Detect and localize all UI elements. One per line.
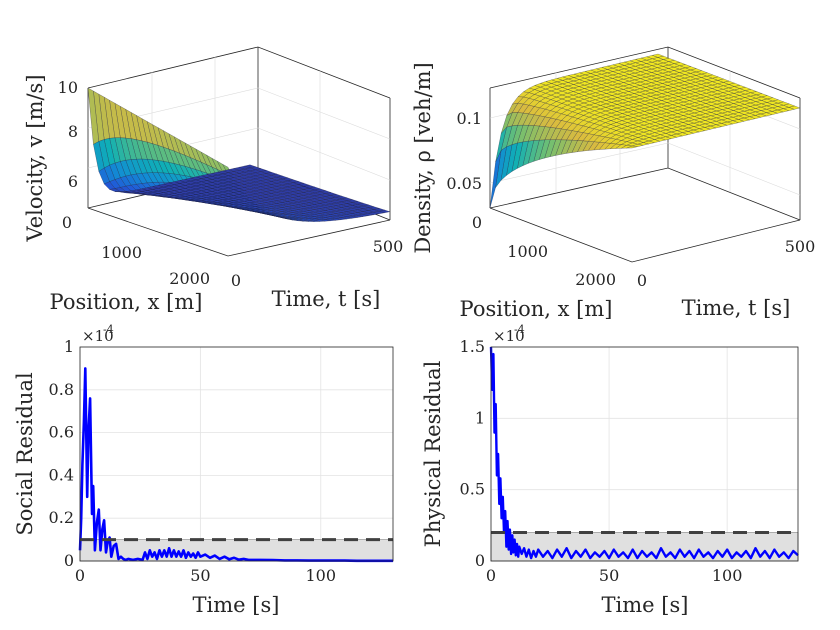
social-residual-x-tick: 50 xyxy=(190,566,210,585)
social-residual-x-axis-label: Time [s] xyxy=(193,593,280,617)
density-x-axis-label: Position, x [m] xyxy=(460,297,613,321)
velocity-z-tick-10: 10 xyxy=(58,78,78,97)
physical-residual-y-axis-label: Physical Residual xyxy=(421,360,445,547)
velocity-x-tick-1000: 1000 xyxy=(101,243,142,262)
physical-residual-y-tick: 0.5 xyxy=(460,480,485,499)
velocity-x-tick-0: 0 xyxy=(62,213,72,232)
density-y-axis-label: Time, t [s] xyxy=(682,296,791,320)
density-z-axis-label: Density, ρ [veh/m] xyxy=(411,62,435,253)
velocity-z-tick-6: 6 xyxy=(68,172,78,191)
social-residual-ticks: 0 50 100 0 0.2 0.4 0.6 0.8 1 xyxy=(49,337,336,585)
physical-residual-x-tick: 100 xyxy=(712,566,743,585)
social-residual-y-axis-label: Social Residual xyxy=(13,372,37,536)
physical-residual-x-tick: 0 xyxy=(486,566,496,585)
velocity-surface-plot: 10 8 6 0 1000 2000 0 500 Velocity, v [m/… xyxy=(23,46,404,314)
density-z-tick-0.05: 0.05 xyxy=(446,174,482,193)
social-residual-y-tick: 0.2 xyxy=(49,508,74,527)
physical-residual-exponent: ×10 -4 xyxy=(493,323,525,345)
velocity-surface xyxy=(87,87,391,222)
density-surface xyxy=(489,53,801,209)
svg-text:×10: ×10 xyxy=(493,327,525,345)
density-surface-plot: 0.1 0.05 0 1000 2000 0 500 Density, ρ [v… xyxy=(411,46,816,321)
physical-residual-y-tick: 1.5 xyxy=(460,337,485,356)
density-y-tick-500: 500 xyxy=(785,237,816,256)
density-x-tick-1000: 1000 xyxy=(507,242,548,261)
velocity-z-axis-label: Velocity, v [m/s] xyxy=(23,74,47,242)
social-residual-y-tick: 0.4 xyxy=(49,465,74,484)
velocity-z-tick-8: 8 xyxy=(68,122,78,141)
physical-residual-axes-box xyxy=(490,346,799,562)
svg-text:-4: -4 xyxy=(514,323,525,336)
social-residual-x-tick: 100 xyxy=(305,566,336,585)
social-residual-axes-box xyxy=(79,346,394,562)
social-residual-y-tick: 0.8 xyxy=(49,380,74,399)
velocity-y-tick-500: 500 xyxy=(373,237,404,256)
velocity-y-tick-0: 0 xyxy=(231,271,241,290)
physical-residual-x-tick: 50 xyxy=(599,566,619,585)
social-residual-line xyxy=(78,367,393,563)
social-residual-y-tick: 0.6 xyxy=(49,423,74,442)
density-z-tick-0.1: 0.1 xyxy=(457,109,482,128)
density-x-tick-2000: 2000 xyxy=(575,270,616,289)
physical-residual-y-tick: 0 xyxy=(475,551,485,570)
velocity-x-axis-label: Position, x [m] xyxy=(50,290,203,314)
physical-residual-line xyxy=(489,346,799,560)
physical-residual-y-tick: 1 xyxy=(475,408,485,427)
density-z-tick-0: 0 xyxy=(472,213,482,232)
velocity-x-tick-2000: 2000 xyxy=(169,269,210,288)
density-surface-patch xyxy=(651,53,665,58)
physical-residual-ticks: 0 50 100 0 0.5 1 1.5 xyxy=(460,337,743,585)
svg-text:-4: -4 xyxy=(103,323,114,336)
social-residual-plot: 0 50 100 0 0.2 0.4 0.6 0.8 1 ×10 -4 Social Resid… xyxy=(13,323,394,617)
social-residual-y-tick: 1 xyxy=(64,337,74,356)
social-residual-x-tick: 0 xyxy=(75,566,85,585)
social-residual-exponent: ×10 -4 xyxy=(82,323,114,345)
density-y-tick-0: 0 xyxy=(637,271,647,290)
physical-residual-x-axis-label: Time [s] xyxy=(602,593,689,617)
velocity-surface-patch xyxy=(243,164,257,168)
social-residual-y-tick: 0 xyxy=(64,551,74,570)
velocity-y-axis-label: Time, t [s] xyxy=(272,287,381,311)
svg-text:×10: ×10 xyxy=(82,327,114,345)
